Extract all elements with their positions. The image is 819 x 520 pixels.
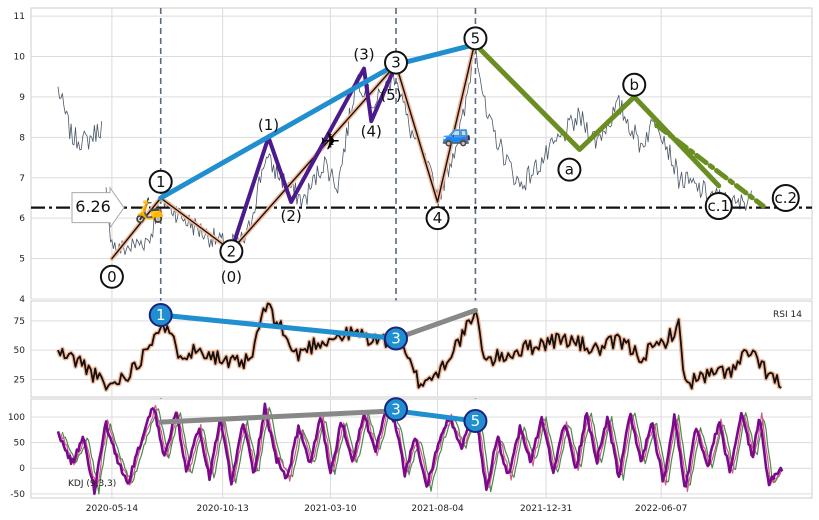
- kdj-d-line: [61, 406, 783, 495]
- wave-label-circle-14: [704, 192, 733, 221]
- wave-label-circle-1: [148, 169, 173, 194]
- kdj-wave-marker-0: [384, 397, 409, 422]
- wave-label-10: 4: [433, 209, 443, 227]
- wave-label-8: (5): [380, 86, 401, 104]
- price-ytick-label: 6: [19, 214, 25, 224]
- price-ytick-label: 4: [19, 295, 25, 305]
- x-tick-label: 2020-10-13: [196, 504, 248, 514]
- level-callout-box: [71, 186, 125, 230]
- wave-label-circle-9: [384, 50, 409, 75]
- price-ytick-label: 5: [19, 255, 25, 265]
- wave-path-2: [229, 62, 398, 253]
- wave-label-circle-15: [771, 183, 800, 212]
- wave-label-0: 0: [107, 268, 117, 286]
- kdj-ytick-label: 50: [14, 439, 26, 449]
- wave-label-circle-13: [622, 72, 647, 97]
- kdj-ytick-label: 100: [8, 413, 25, 423]
- rsi-trend-line-1: [393, 307, 478, 341]
- kdj-ytick-label: -50: [10, 490, 25, 500]
- kdj-trend-line-0: [158, 408, 399, 425]
- x-tick-label: 2021-03-10: [304, 504, 357, 514]
- wave-label-11: 5: [471, 29, 481, 47]
- kdj-k-line: [60, 404, 783, 493]
- wave-path-5: [654, 122, 766, 209]
- kdj-wave-marker-label-1: 5: [471, 412, 481, 430]
- x-tick-label: 2020-05-14: [86, 504, 139, 514]
- wave-label-9: 3: [391, 54, 401, 72]
- wave-label-15: c.2: [774, 189, 797, 207]
- wave-pictogram-1: ✈: [320, 127, 340, 155]
- rsi-wave-marker-label-0: 1: [156, 306, 166, 324]
- rsi-wave-marker-1: [384, 326, 409, 351]
- rsi-ytick-label: 25: [14, 375, 25, 385]
- rsi-ytick-label: 50: [14, 346, 26, 356]
- wave-label-2: 2: [227, 242, 237, 260]
- wave-label-6: (3): [353, 45, 374, 63]
- kdj-j-line: [56, 402, 784, 495]
- rsi-wave-marker-0: [148, 303, 173, 328]
- x-tick-label: 2021-08-04: [411, 504, 464, 514]
- price-ytick-label: 10: [14, 53, 26, 63]
- rsi-wave-marker-label-1: 3: [391, 329, 401, 347]
- wave-label-circle-10: [425, 206, 450, 231]
- price-ytick-label: 7: [19, 174, 25, 184]
- wave-label-circle-11: [463, 26, 488, 51]
- level-value-label: 6.26: [75, 197, 111, 216]
- wave-label-5: (2): [280, 207, 301, 225]
- wave-pictogram-2: 🚙: [442, 119, 472, 147]
- rsi-label: RSI 14: [773, 310, 802, 320]
- price-ytick-label: 11: [14, 12, 25, 22]
- rsi-ytick-label: 75: [14, 317, 25, 327]
- wave-label-circle-2: [219, 239, 244, 264]
- kdj-wave-marker-1: [463, 409, 488, 434]
- wave-label-circle-0: [99, 264, 124, 289]
- rsi-panel: 25 50 75 1 3 RSI 14: [14, 300, 813, 398]
- wave-label-1: 1: [156, 173, 166, 191]
- rsi-trend-line-0: [158, 312, 399, 341]
- kdj-panel: -50 0 50 100 3 5 KDJ (9,3,3): [8, 397, 813, 500]
- price-ytick-label: 8: [19, 133, 25, 143]
- x-tick-label: 2022-06-07: [635, 504, 687, 514]
- kdj-ytick-label: 0: [19, 464, 25, 474]
- wave-label-4: (1): [258, 116, 279, 134]
- wave-label-13: b: [629, 76, 639, 94]
- wave-label-12: a: [565, 161, 574, 179]
- wave-label-14: c.1: [707, 197, 730, 215]
- kdj-wave-marker-label-0: 3: [391, 400, 401, 418]
- rsi-line: [57, 302, 782, 391]
- x-axis: 2020-05-14 2020-10-13 2021-03-10 2021-08-04…: [86, 504, 688, 514]
- price-ytick-label: 9: [19, 93, 25, 103]
- x-tick-label: 2021-12-31: [520, 504, 572, 514]
- kdj-trend-line-1: [393, 408, 478, 424]
- wave-label-3: (0): [221, 268, 242, 286]
- wave-label-7: (4): [361, 122, 382, 140]
- wave-label-circle-12: [557, 157, 582, 182]
- kdj-label: KDJ (9,3,3): [68, 479, 116, 489]
- price-line: [57, 50, 752, 256]
- wave-pictogram-0: 🛵: [135, 196, 165, 224]
